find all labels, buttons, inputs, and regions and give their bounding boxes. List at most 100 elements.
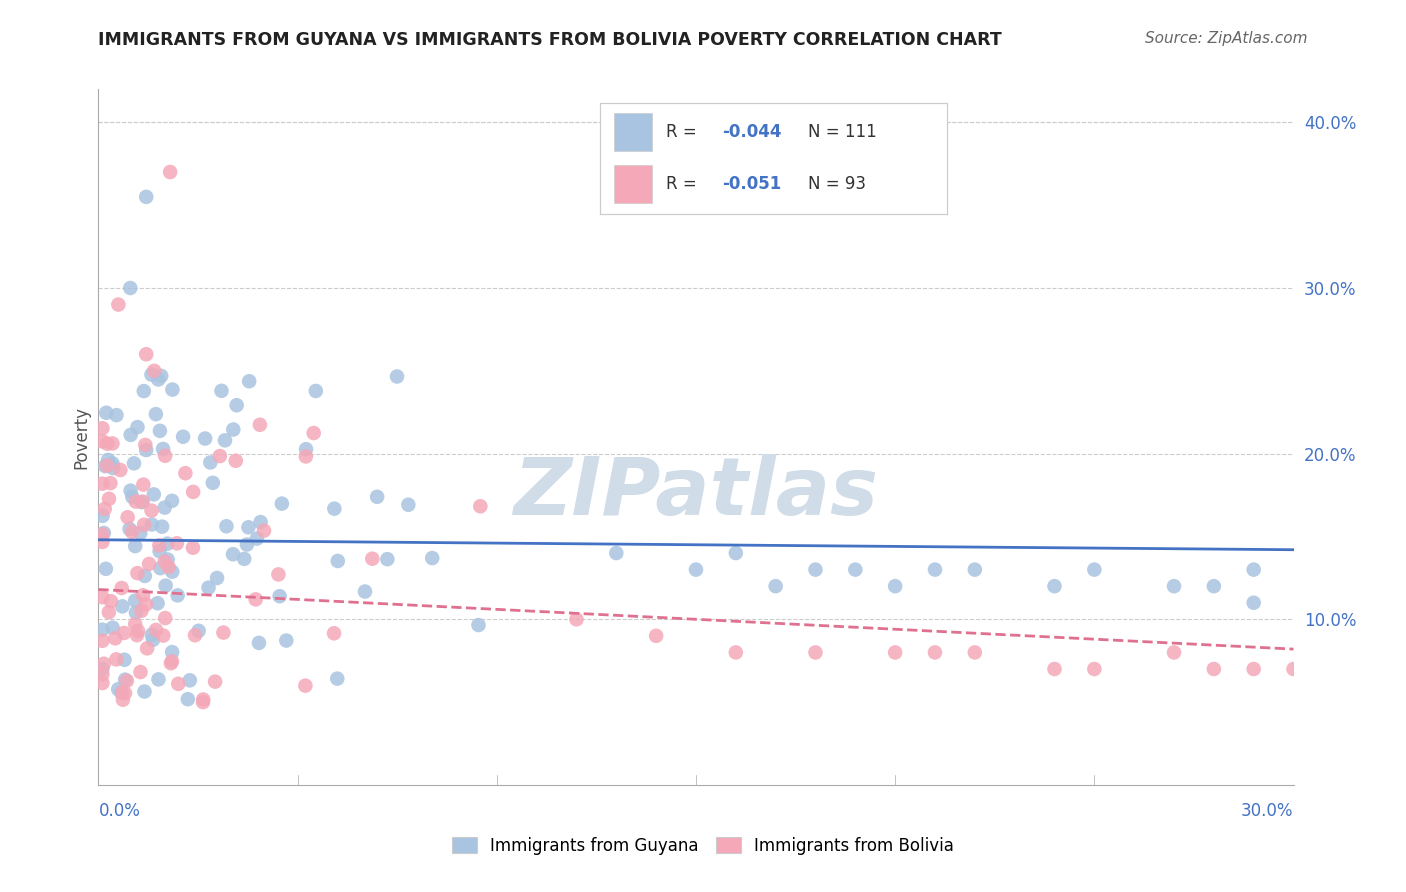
Point [267,567,290,582]
Point [193,692,215,706]
Point [91,434,114,449]
Point [467,618,489,632]
Point [150,519,173,533]
Point [101,456,124,470]
Point [924,563,946,577]
Text: R =: R = [666,176,702,194]
Point [162,383,184,397]
Point [924,645,946,659]
Point [253,524,276,538]
Text: N = 93: N = 93 [808,176,866,194]
Point [153,500,176,515]
Point [141,628,163,642]
FancyBboxPatch shape [614,113,652,151]
Point [295,442,318,457]
Point [156,552,179,566]
Point [249,515,271,529]
Point [125,628,148,642]
Point [1043,662,1066,676]
Point [160,493,183,508]
Point [120,483,142,498]
Point [155,611,177,625]
Point [136,641,159,656]
Point [117,510,139,524]
Text: -0.051: -0.051 [721,176,780,194]
Point [172,430,194,444]
Point [844,563,866,577]
Point [98,491,121,506]
Point [247,636,270,650]
Point [148,372,170,386]
Point [91,508,114,523]
Text: 0.0%: 0.0% [98,802,141,820]
Point [105,408,128,422]
Point [804,563,827,577]
Point [194,432,217,446]
Point [115,673,138,688]
Point [181,541,204,555]
Point [160,654,183,668]
Point [1243,662,1265,676]
Point [153,555,176,569]
Point [148,538,170,552]
Point [96,458,118,473]
Point [160,565,183,579]
Point [118,522,141,536]
Point [1043,579,1066,593]
Point [179,673,201,688]
Point [1163,579,1185,593]
Point [166,536,188,550]
Point [141,517,163,532]
Point [201,475,224,490]
Point [132,588,155,602]
Point [135,597,157,611]
Point [131,495,153,509]
Point [191,695,214,709]
Point [101,436,124,450]
Point [1282,662,1305,676]
Point [111,581,134,595]
Point [110,463,132,477]
Point [132,384,155,398]
Point [645,629,668,643]
Point [884,645,907,659]
Point [127,624,149,638]
Point [222,423,245,437]
Point [1083,662,1105,676]
Text: Source: ZipAtlas.com: Source: ZipAtlas.com [1144,31,1308,46]
Point [100,476,122,491]
Point [765,579,787,593]
Point [160,645,183,659]
Text: -0.044: -0.044 [721,123,782,141]
Point [1083,563,1105,577]
Point [97,453,120,467]
Point [565,612,588,626]
Point [269,589,291,603]
Point [124,593,146,607]
Point [120,281,142,295]
Point [142,632,165,647]
Point [153,449,176,463]
Point [685,563,707,577]
Point [111,599,134,614]
Point [124,617,146,632]
Text: IMMIGRANTS FROM GUYANA VS IMMIGRANTS FROM BOLIVIA POVERTY CORRELATION CHART: IMMIGRANTS FROM GUYANA VS IMMIGRANTS FRO… [98,31,1002,49]
Point [1243,596,1265,610]
Point [724,645,747,659]
Point [129,665,152,679]
Point [804,645,827,659]
Point [135,347,157,361]
Point [326,554,349,568]
Point [91,527,114,541]
Point [143,364,166,378]
Point [145,407,167,421]
Point [200,455,222,469]
Point [963,645,986,659]
Point [204,674,226,689]
Point [91,667,114,681]
Text: N = 111: N = 111 [808,123,877,141]
Point [134,438,156,452]
Point [160,657,183,671]
Point [208,449,231,463]
Point [225,398,247,412]
